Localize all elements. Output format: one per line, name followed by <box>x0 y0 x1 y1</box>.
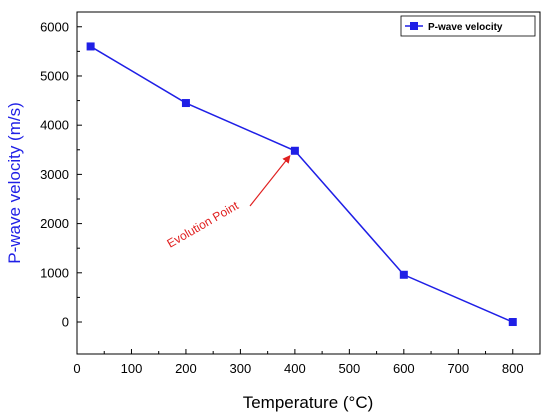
legend-box <box>400 15 536 37</box>
x-tick-label: 600 <box>393 361 415 376</box>
data-point <box>399 270 408 279</box>
x-axis: 0 100 200 300 400 500 600 700 800 <box>73 349 524 376</box>
y-axis: 0 1000 2000 3000 4000 5000 6000 <box>40 19 82 330</box>
y-tick-label: 5000 <box>40 68 69 83</box>
y-tick-label: 1000 <box>40 265 69 280</box>
series-line <box>90 45 514 323</box>
legend-marker <box>410 22 418 30</box>
y-tick-label: 3000 <box>40 167 69 182</box>
legend-label: P-wave velocity <box>428 22 503 33</box>
data-point <box>86 42 95 51</box>
data-point <box>508 318 517 327</box>
x-tick-label: 0 <box>73 361 80 376</box>
x-tick-label: 100 <box>121 361 143 376</box>
annotation-arrow <box>249 154 291 207</box>
data-point <box>181 99 190 108</box>
y-tick-label: 2000 <box>40 216 69 231</box>
annotation-text: Evolution Point <box>165 198 242 250</box>
x-tick-label: 700 <box>447 361 469 376</box>
x-tick-label: 500 <box>339 361 361 376</box>
y-tick-label: 4000 <box>40 118 69 133</box>
data-point <box>290 146 299 155</box>
annotation: Evolution Point <box>165 154 291 251</box>
x-tick-label: 400 <box>284 361 306 376</box>
y-axis-title: P-wave velocity (m/s) <box>5 102 24 264</box>
y-tick-label: 6000 <box>40 19 69 34</box>
plot-frame <box>76 11 541 355</box>
x-tick-label: 800 <box>502 361 524 376</box>
x-tick-label: 300 <box>230 361 252 376</box>
x-axis-title: Temperature (°C) <box>243 393 374 412</box>
series-layer <box>86 42 517 327</box>
y-tick-label: 0 <box>62 315 69 330</box>
legend: P-wave velocity <box>400 15 536 37</box>
x-tick-label: 200 <box>175 361 197 376</box>
